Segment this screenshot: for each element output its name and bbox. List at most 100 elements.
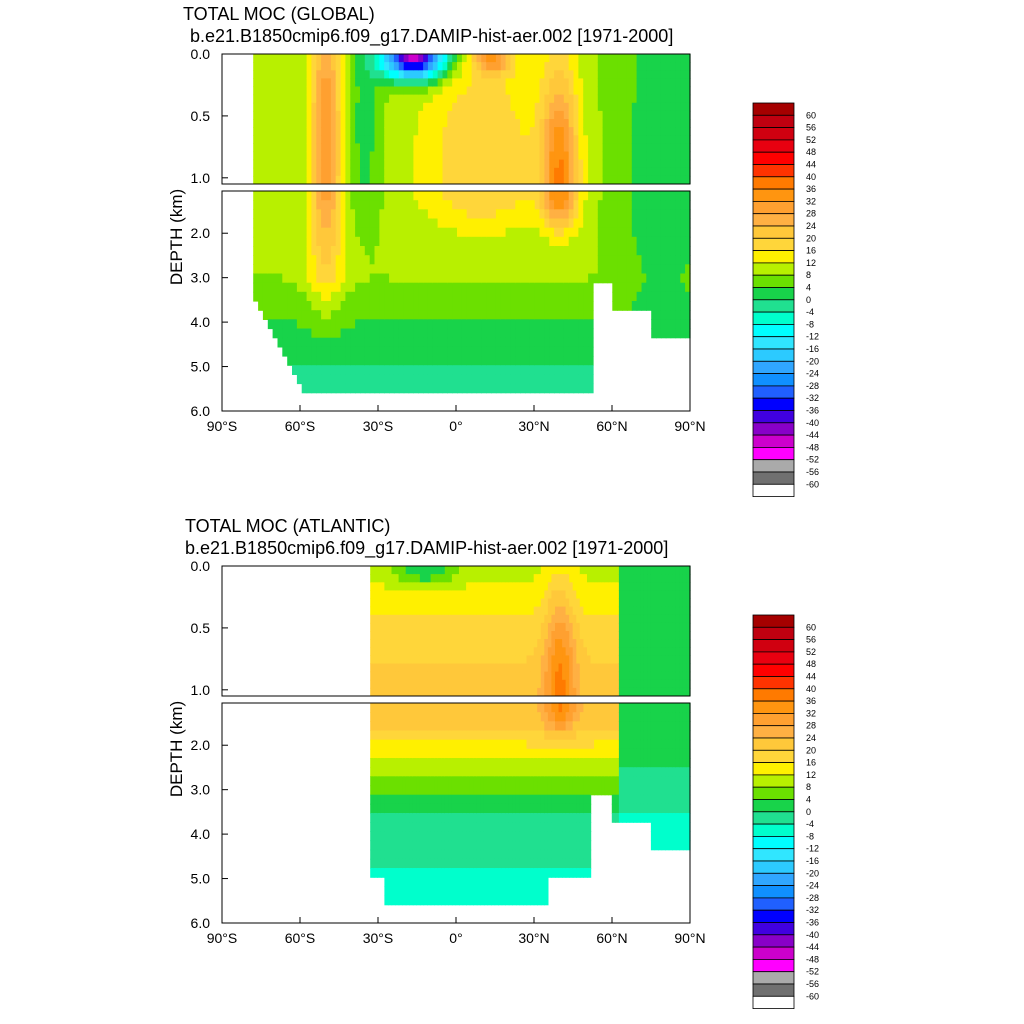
moc-cell (471, 70, 478, 79)
moc-cell (510, 94, 516, 104)
moc-cell (301, 236, 308, 247)
moc-cell (398, 730, 403, 741)
moc-cell (448, 622, 453, 632)
moc-cell (563, 227, 570, 238)
moc-cell (258, 70, 264, 79)
moc-cell (393, 209, 400, 220)
moc-cell (512, 721, 517, 732)
moc-cell (447, 255, 453, 265)
moc-cell (660, 135, 667, 144)
moc-cell (369, 86, 376, 96)
moc-cell (670, 236, 677, 247)
moc-cell (311, 167, 317, 177)
moc-cell (486, 135, 492, 144)
moc-cell (427, 582, 432, 591)
moc-cell (430, 574, 435, 583)
moc-cell (495, 127, 502, 136)
moc-cell (646, 273, 652, 284)
moc-cell (430, 582, 435, 591)
moc-cell (391, 655, 396, 665)
moc-cell (442, 337, 448, 348)
moc-cell (487, 574, 492, 583)
moc-cell (441, 639, 446, 648)
moc-cell (374, 135, 380, 144)
moc-cell (588, 291, 594, 302)
moc-cell (487, 895, 492, 906)
moc-cell (461, 291, 468, 302)
moc-cell (277, 127, 283, 136)
moc-cell (533, 614, 538, 624)
moc-cell (500, 246, 507, 256)
moc-cell (523, 739, 528, 750)
moc-cell (306, 264, 313, 275)
moc-cell (423, 86, 429, 96)
moc-cell (680, 167, 686, 177)
moc-cell (451, 886, 457, 897)
moc-cell (602, 184, 609, 201)
moc-cell (602, 227, 609, 238)
moc-cell (466, 822, 471, 832)
moc-cell (476, 687, 481, 697)
moc-cell (370, 647, 375, 656)
moc-cell (432, 264, 439, 275)
moc-cell (530, 785, 535, 796)
moc-cell (272, 209, 279, 220)
moc-cell (369, 167, 376, 177)
moc-cell (374, 127, 380, 136)
moc-cell (374, 319, 380, 330)
moc-cell (326, 102, 332, 112)
moc-cell (405, 671, 410, 681)
moc-cell (423, 127, 429, 136)
moc-cell (355, 218, 361, 229)
moc-cell (345, 135, 351, 144)
moc-cell (377, 712, 382, 722)
moc-cell (670, 255, 677, 265)
moc-cell (447, 282, 453, 293)
moc-cell (380, 598, 386, 608)
moc-cell (534, 264, 541, 275)
moc-cell (405, 590, 410, 600)
moc-cell (321, 383, 327, 394)
moc-cell (418, 236, 424, 247)
moc-cell (641, 291, 647, 302)
moc-cell (408, 255, 414, 265)
moc-cell (282, 209, 288, 220)
y-tick-label: 2.0 (191, 225, 211, 241)
moc-cell (641, 255, 647, 265)
moc-cell (665, 255, 672, 265)
moc-cell (510, 310, 516, 320)
moc-cell (360, 264, 366, 275)
moc-cell (512, 895, 517, 906)
moc-cell (292, 328, 298, 339)
moc-cell (471, 119, 478, 128)
moc-cell (413, 143, 419, 153)
moc-cell (253, 127, 259, 136)
moc-cell (330, 246, 337, 256)
moc-cell (529, 374, 536, 385)
moc-cell (437, 622, 442, 632)
moc-cell (508, 721, 513, 732)
moc-cell (544, 383, 550, 394)
moc-cell (398, 748, 403, 759)
moc-cell (316, 175, 322, 185)
moc-cell (607, 127, 613, 136)
moc-cell (588, 151, 594, 161)
moc-cell (452, 78, 458, 88)
moc-cell (534, 218, 541, 229)
moc-cell (391, 696, 396, 713)
moc-cell (416, 639, 421, 648)
moc-cell (607, 246, 613, 256)
moc-cell (398, 606, 403, 616)
moc-cell (525, 110, 531, 120)
moc-cell (530, 895, 535, 906)
moc-cell (457, 70, 463, 79)
moc-cell (267, 319, 274, 330)
moc-cell (568, 227, 575, 238)
moc-cell (398, 70, 405, 79)
moc-cell (379, 54, 385, 63)
moc-cell (631, 159, 638, 169)
moc-cell (398, 127, 405, 136)
moc-cell (395, 606, 400, 616)
moc-cell (451, 687, 457, 697)
moc-cell (636, 167, 643, 177)
